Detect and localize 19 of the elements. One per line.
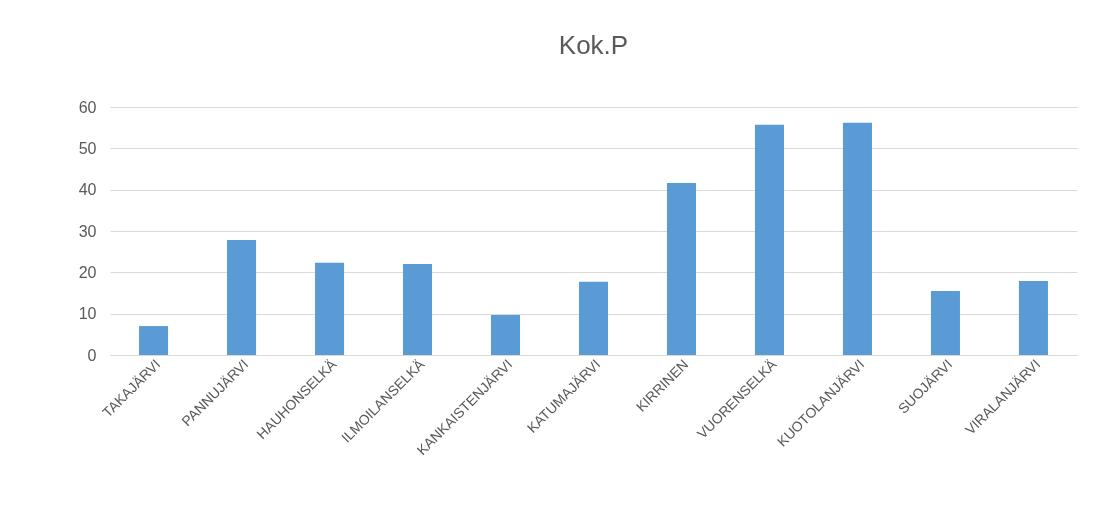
bar <box>403 264 433 355</box>
bar <box>227 240 257 355</box>
y-tick-label: 60 <box>78 98 97 116</box>
bar <box>754 124 784 355</box>
bar <box>139 326 169 355</box>
bar <box>315 262 345 355</box>
bar <box>1018 281 1048 355</box>
y-tick-label: 30 <box>78 222 97 240</box>
y-tick-label: 10 <box>78 305 97 323</box>
bar <box>842 122 872 355</box>
y-tick-label: 0 <box>87 346 97 364</box>
bar <box>578 281 609 355</box>
bar <box>666 183 697 355</box>
bar <box>490 314 521 355</box>
y-tick-label: 20 <box>78 263 97 281</box>
bar <box>930 290 960 355</box>
y-tick-label: 50 <box>78 139 97 157</box>
chart-title: Kok.P <box>558 30 629 60</box>
y-tick-label: 40 <box>78 181 97 199</box>
